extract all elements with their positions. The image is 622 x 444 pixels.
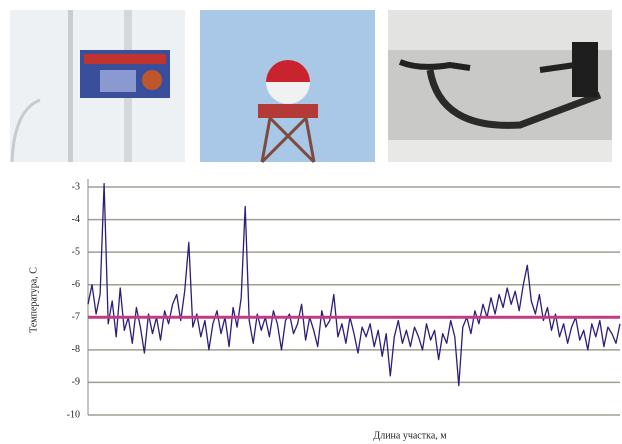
x-axis-label: Длина участка, м [373,430,447,441]
figure: Температура, С Длина участка, м -3 -4 -5 -6… [0,0,622,444]
y-tick-label: -10 [67,409,80,420]
photo-sensor [388,10,612,162]
y-tick-label: -7 [72,312,80,323]
y-tick-label: -9 [72,377,80,388]
photo-radar [200,10,375,162]
y-tick-label: -6 [72,279,80,290]
plot-area: -3 -4 -5 -6 -7 -8 -9 -10 [67,179,620,420]
y-tick-label: -4 [72,214,80,225]
y-tick-label: -3 [72,181,80,192]
y-tick-label: -8 [72,344,80,355]
page: {"chart_data": {"type": "line", "y_label… [0,0,622,444]
photo-sign [10,10,185,162]
y-tick-label: -5 [72,246,80,257]
y-axis-label: Температура, С [28,267,39,333]
